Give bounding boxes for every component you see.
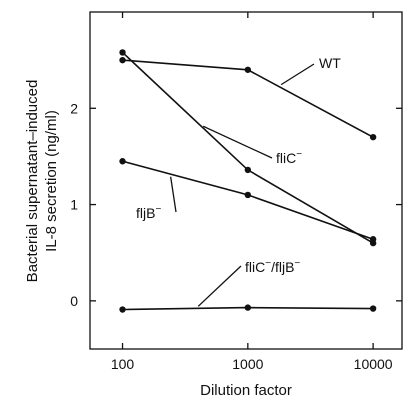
callout-line-wt — [280, 63, 315, 86]
series-label-flic-fljb: fliC−/fljB− — [245, 258, 300, 275]
y-tick-label: 1 — [70, 197, 78, 213]
data-point-flic-fljb — [244, 304, 252, 311]
series-points — [119, 49, 377, 313]
data-point-fljb — [369, 236, 377, 243]
callout-line-flic-fljb — [197, 265, 242, 307]
data-point-flic — [119, 49, 126, 56]
series-label-flic: fliC− — [276, 149, 302, 166]
data-point-fljb — [244, 191, 252, 199]
series-label-fljb: fljB− — [136, 204, 161, 221]
data-point-flic-fljb — [119, 306, 126, 313]
data-point-wt — [119, 56, 126, 64]
ticks: 100 1000 10000 0 1 2 — [70, 12, 402, 372]
callout-line-flic — [202, 125, 273, 159]
x-tick-label: 10000 — [354, 356, 393, 372]
callout-line-fljb — [170, 176, 177, 213]
x-axis-label: Dilution factor — [200, 382, 292, 399]
y-axis-label-line1: Bacterial supernatant–induced — [24, 80, 41, 283]
y-tick-label: 0 — [70, 293, 78, 309]
x-tick-label: 100 — [111, 356, 135, 372]
data-point-wt — [244, 66, 252, 73]
data-point-fljb — [119, 158, 126, 165]
series-callouts — [170, 63, 315, 307]
y-tick-label: 2 — [70, 100, 78, 116]
data-point-wt — [369, 133, 377, 141]
data-point-flic — [244, 166, 252, 174]
x-tick-label: 1000 — [232, 356, 263, 372]
series-label-wt: WT — [319, 55, 341, 71]
plot-frame — [89, 11, 403, 350]
data-point-flic-fljb — [369, 305, 377, 312]
y-axis-label-line2: IL-8 secretion (ng/ml) — [43, 110, 60, 252]
